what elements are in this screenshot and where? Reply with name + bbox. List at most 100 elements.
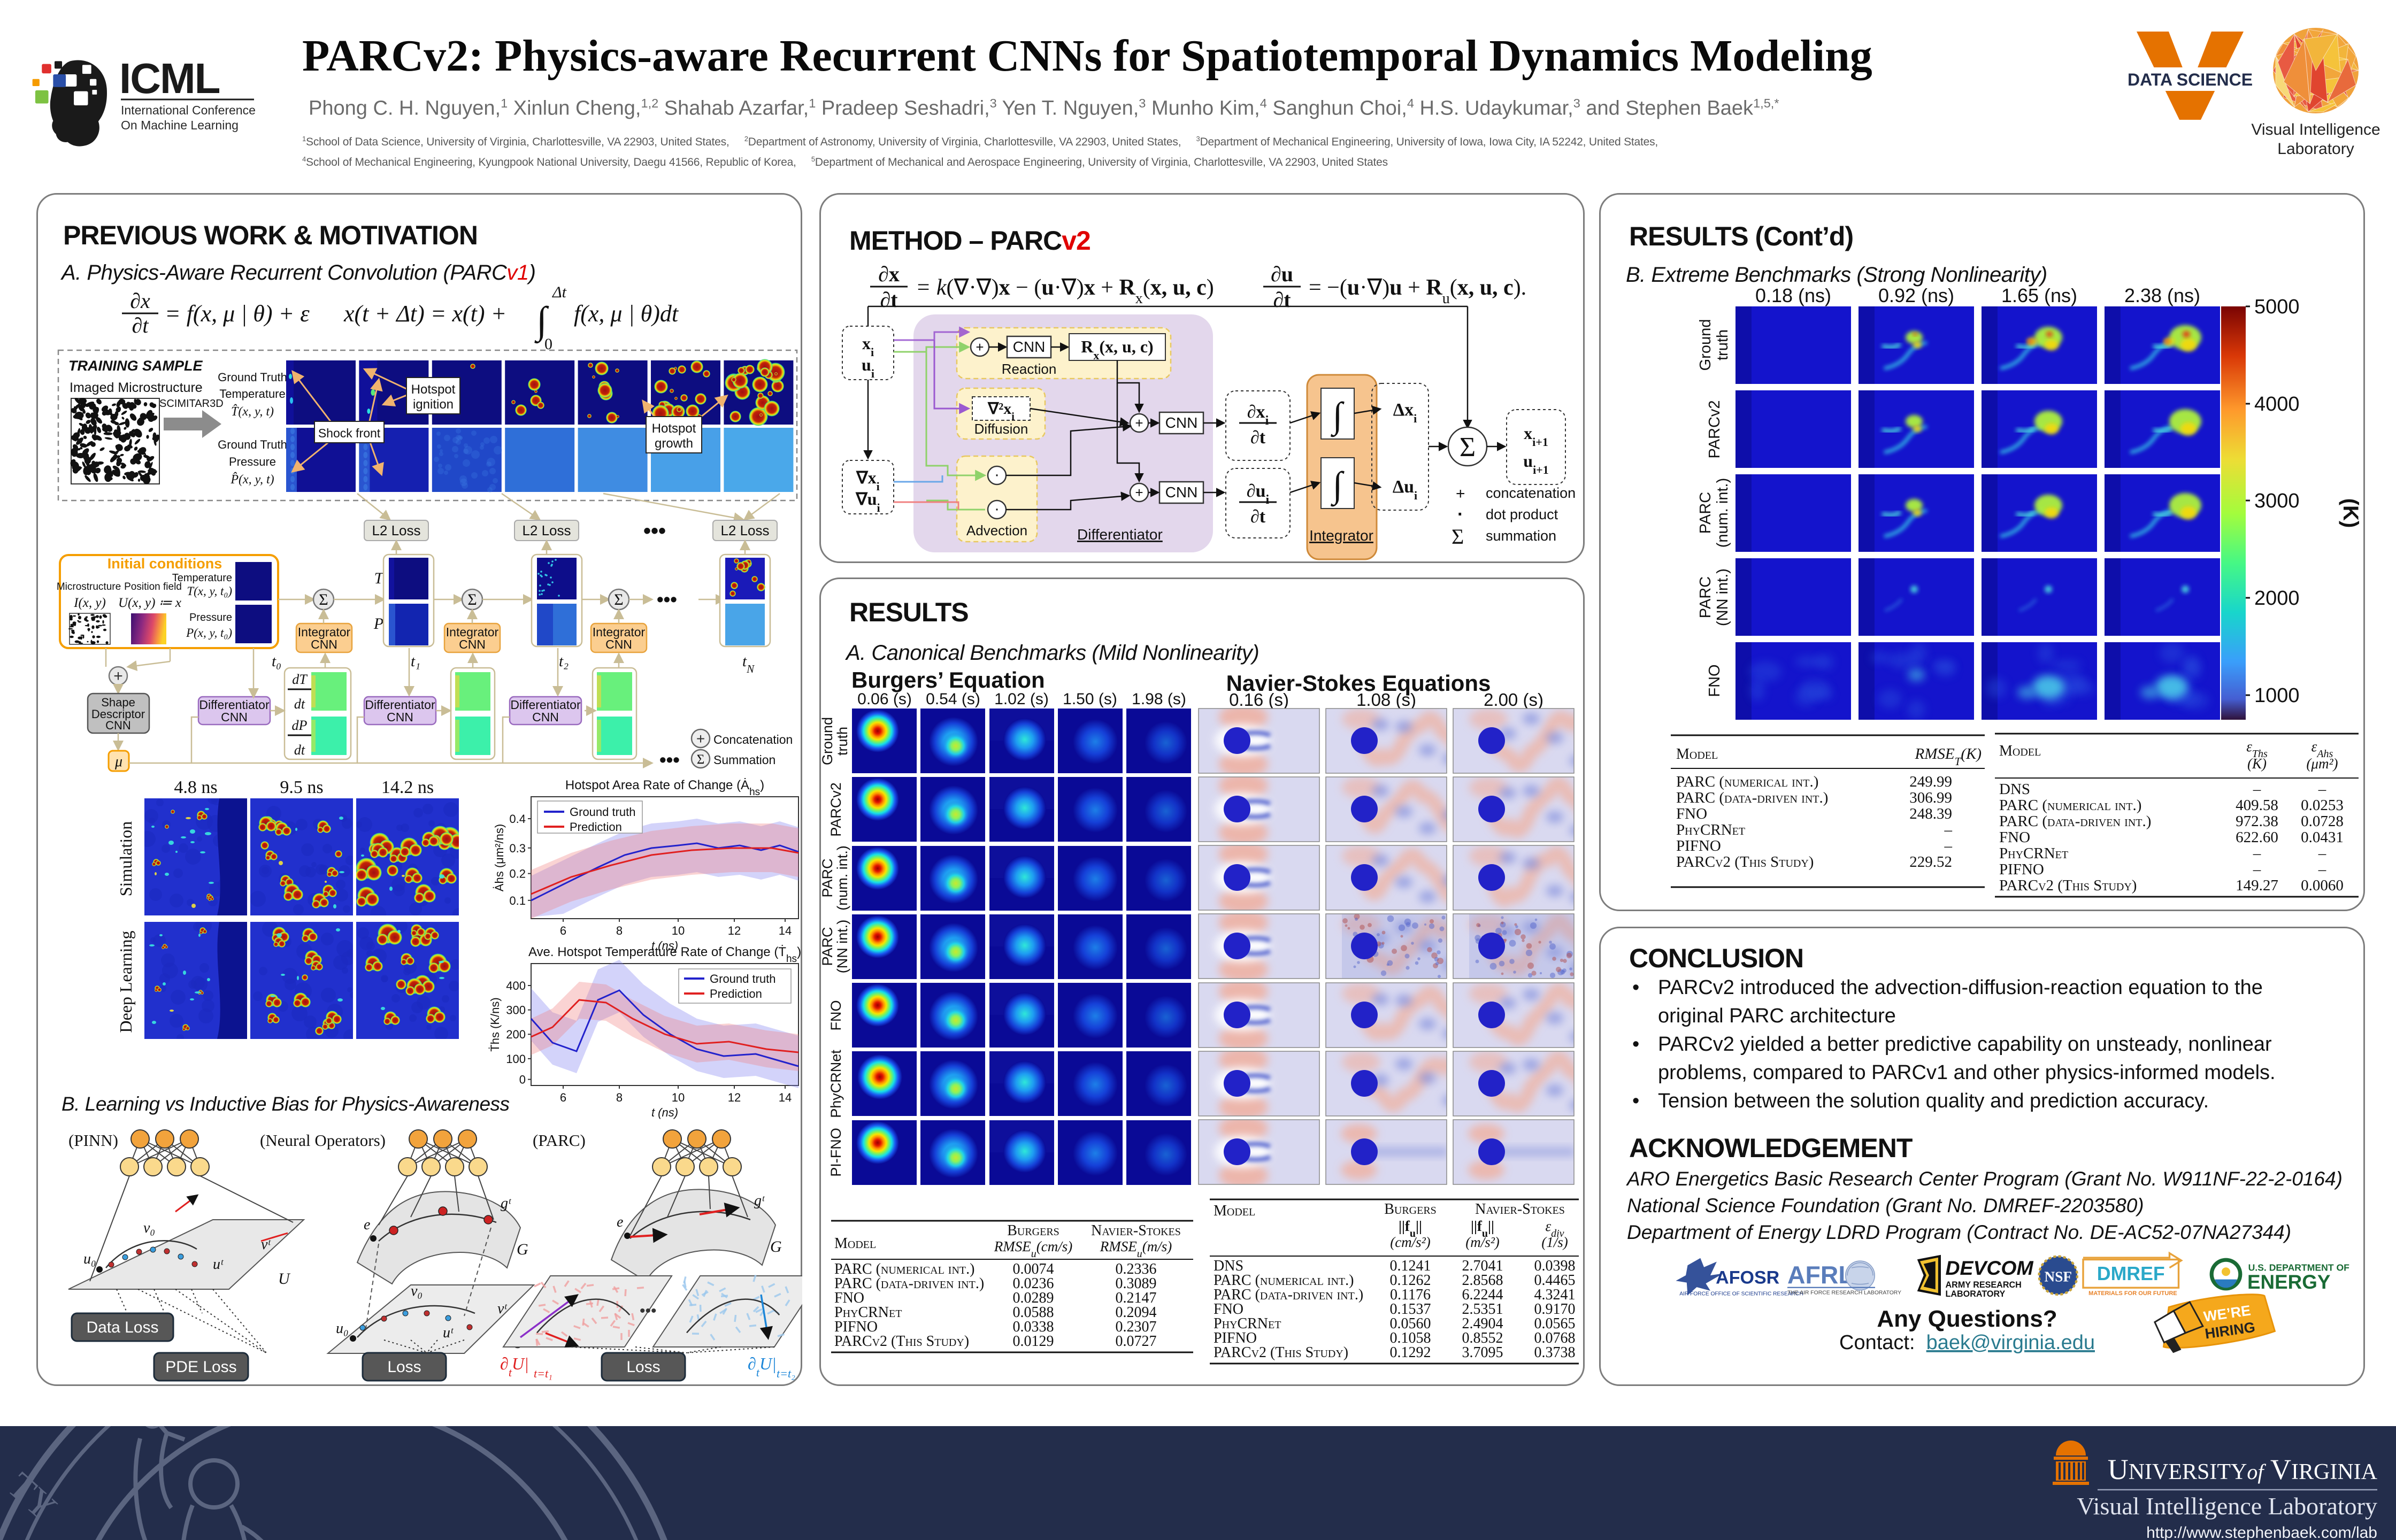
svg-text:Pressure: Pressure: [229, 455, 276, 468]
svg-text:ENERGY: ENERGY: [2247, 1271, 2330, 1293]
svg-text:t=t₁: t=t₁: [534, 1367, 552, 1380]
svg-text:Ground truth: Ground truth: [710, 972, 776, 985]
svg-text:Differentiator: Differentiator: [365, 698, 435, 712]
svg-text:Δxi: Δxi: [1393, 400, 1417, 425]
svg-text:TRAINING SAMPLE: TRAINING SAMPLE: [68, 358, 203, 374]
svg-text:CNN: CNN: [221, 710, 248, 724]
svg-text:–: –: [2318, 781, 2326, 798]
svg-text:•••: •••: [640, 1302, 657, 1320]
svg-text:PARC (numerical int.): PARC (numerical int.): [1214, 1272, 1354, 1289]
svg-text:Model: Model: [834, 1235, 876, 1252]
svg-text:PIFNO: PIFNO: [834, 1319, 878, 1335]
svg-text:Shape: Shape: [101, 696, 135, 709]
svg-text:1.65 (ns): 1.65 (ns): [2001, 284, 2077, 306]
svg-text:2.00 (s): 2.00 (s): [1484, 690, 1543, 710]
svg-text:problems, compared to PARCv1 a: problems, compared to PARCv1 and other p…: [1658, 1061, 2276, 1084]
svg-text:G: G: [770, 1238, 782, 1256]
svg-text:0.06 (s): 0.06 (s): [857, 690, 912, 708]
svg-text:9.5 ns: 9.5 ns: [280, 777, 323, 797]
svg-text:Position field: Position field: [124, 581, 182, 592]
svg-text:Ground truth: Ground truth: [570, 805, 636, 819]
svg-text:PARC: PARC: [819, 858, 835, 897]
svg-text:∂t: ∂t: [1250, 428, 1266, 448]
svg-text:6.2244: 6.2244: [1462, 1287, 1503, 1303]
svg-text:PIFNO: PIFNO: [1214, 1330, 1257, 1346]
svg-text:0.2336: 0.2336: [1116, 1261, 1157, 1277]
svg-text:0.1058: 0.1058: [1390, 1330, 1431, 1346]
svg-text:Integrator: Integrator: [1309, 527, 1373, 544]
svg-text:= f(x, μ | θ) + ε: = f(x, μ | θ) + ε: [165, 301, 310, 327]
svg-text:1.08 (s): 1.08 (s): [1356, 690, 1416, 710]
svg-text:Σ: Σ: [614, 591, 623, 609]
svg-text:3000: 3000: [2254, 490, 2300, 512]
svg-text:2.7041: 2.7041: [1462, 1258, 1503, 1274]
svg-text:0.2307: 0.2307: [1116, 1319, 1157, 1335]
svg-text:Deep Learning: Deep Learning: [116, 930, 135, 1033]
svg-text:8: 8: [616, 924, 623, 937]
svg-text:DNS: DNS: [1214, 1258, 1243, 1274]
svg-text:AFOSR: AFOSR: [1716, 1267, 1779, 1288]
svg-text:0.4465: 0.4465: [1534, 1272, 1576, 1289]
svg-text:(NN int.): (NN int.): [1714, 568, 1731, 626]
svg-text:International Conference: International Conference: [121, 103, 256, 117]
svg-text:+: +: [1135, 415, 1143, 431]
svg-text:PhyCRNet: PhyCRNet: [1214, 1315, 1281, 1332]
svg-text:0.2094: 0.2094: [1116, 1304, 1157, 1321]
svg-text:FNO: FNO: [828, 1000, 844, 1031]
svg-text:Data Loss: Data Loss: [86, 1319, 158, 1336]
svg-text:Temperature: Temperature: [172, 572, 232, 584]
svg-text:622.60: 622.60: [2236, 829, 2278, 846]
svg-text:vᵗ: vᵗ: [497, 1300, 508, 1317]
svg-text:L2 Loss: L2 Loss: [720, 522, 769, 538]
svg-text:PDE Loss: PDE Loss: [165, 1358, 236, 1376]
svg-text:0.9170: 0.9170: [1534, 1301, 1576, 1318]
svg-text:0.0289: 0.0289: [1013, 1290, 1054, 1306]
svg-text:300: 300: [506, 1004, 526, 1017]
svg-text:0.1537: 0.1537: [1390, 1301, 1431, 1318]
svg-text:= −(u·∇)u + Ru(x, u, c).: = −(u·∇)u + Ru(x, u, c).: [1309, 275, 1526, 307]
svg-text:14: 14: [779, 1091, 792, 1104]
svg-text:(num. int.): (num. int.): [1714, 478, 1731, 548]
svg-text:Advection: Advection: [966, 522, 1027, 538]
svg-text:CNN: CNN: [387, 710, 413, 724]
svg-text:(m/s²): (m/s²): [1465, 1234, 1500, 1250]
svg-text:0.0253: 0.0253: [2301, 797, 2344, 814]
svg-text:Hotspot Area Rate of Change (A: Hotspot Area Rate of Change (Ȧhs): [565, 778, 764, 798]
svg-text:Burgers’ Equation: Burgers’ Equation: [851, 667, 1045, 692]
svg-text:On Machine Learning: On Machine Learning: [121, 118, 239, 132]
svg-text:+: +: [113, 667, 123, 685]
svg-text:1000: 1000: [2254, 684, 2300, 707]
svg-text:P: P: [373, 615, 383, 633]
svg-text:8: 8: [616, 1091, 623, 1104]
svg-text:METHOD – PARCv2: METHOD – PARCv2: [849, 226, 1091, 256]
svg-text:–: –: [1944, 821, 1953, 838]
svg-text:•••: •••: [643, 519, 666, 543]
svg-text:0.0560: 0.0560: [1390, 1315, 1431, 1332]
svg-text:(NN int.): (NN int.): [834, 920, 850, 974]
svg-text:Loss: Loss: [626, 1358, 660, 1376]
svg-text:Σ: Σ: [319, 591, 328, 609]
svg-text:x(t + Δt) = x(t) +: x(t + Δt) = x(t) +: [343, 301, 506, 327]
svg-text:2.5351: 2.5351: [1462, 1301, 1503, 1318]
svg-text:∂t: ∂t: [1250, 507, 1266, 527]
svg-text:972.38: 972.38: [2236, 813, 2278, 830]
svg-text:T: T: [374, 569, 385, 587]
svg-text:Integrator: Integrator: [593, 625, 646, 639]
svg-text:MATERIALS FOR OUR FUTURE: MATERIALS FOR OUR FUTURE: [2088, 1290, 2177, 1297]
svg-text:ACKNOWLEDGEMENT: ACKNOWLEDGEMENT: [1629, 1133, 1913, 1163]
svg-text:(K): (K): [2247, 756, 2267, 772]
svg-text:PhyCRNet: PhyCRNet: [1676, 821, 1745, 838]
svg-text:PARC (numerical int.): PARC (numerical int.): [834, 1261, 974, 1277]
svg-text:PARCv2 introduced the advectio: PARCv2 introduced the advection-diffusio…: [1658, 976, 2263, 999]
svg-text:409.58: 409.58: [2236, 797, 2278, 814]
svg-text:DEVCOM: DEVCOM: [1946, 1257, 2034, 1279]
svg-text:6: 6: [560, 924, 566, 937]
svg-text:t₂: t₂: [559, 653, 569, 670]
svg-text:Σ: Σ: [697, 752, 705, 767]
svg-text:249.99: 249.99: [1909, 773, 1952, 790]
svg-text:Model: Model: [1214, 1203, 1255, 1219]
svg-text:200: 200: [506, 1028, 526, 1041]
svg-text:0.8552: 0.8552: [1462, 1330, 1503, 1346]
svg-text:dT: dT: [292, 672, 308, 687]
svg-text:2.38 (ns): 2.38 (ns): [2124, 284, 2200, 306]
